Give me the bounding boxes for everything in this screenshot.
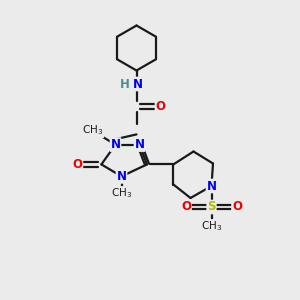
Text: N: N	[206, 179, 217, 193]
Text: N: N	[133, 77, 143, 91]
Text: S: S	[207, 200, 216, 214]
Text: H: H	[120, 77, 130, 91]
Text: CH$_3$: CH$_3$	[111, 187, 132, 200]
Text: O: O	[181, 200, 191, 214]
Text: N: N	[110, 138, 121, 151]
Text: CH$_3$: CH$_3$	[201, 220, 222, 233]
Text: O: O	[155, 100, 166, 113]
Text: CH$_3$: CH$_3$	[82, 124, 103, 137]
Text: N: N	[116, 170, 127, 183]
Text: N: N	[134, 138, 145, 151]
Text: O: O	[72, 158, 82, 171]
Text: O: O	[232, 200, 242, 214]
